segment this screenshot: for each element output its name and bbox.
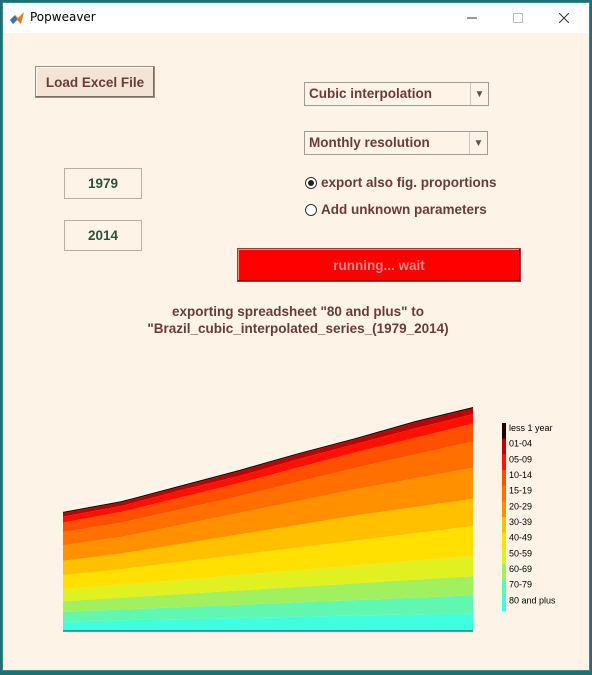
chevron-down-icon[interactable]: ▼	[469, 132, 487, 154]
end-year-field[interactable]: 2014	[64, 220, 142, 251]
legend: less 1 year 01-04 05-09 10-14 15-19 20-29 30-3…	[509, 423, 556, 605]
legend-label: less 1 year	[509, 423, 553, 433]
load-excel-button[interactable]: Load Excel File	[35, 66, 155, 98]
minimize-icon	[467, 17, 477, 19]
minimize-button[interactable]	[449, 3, 495, 33]
area-series-6	[63, 467, 473, 561]
area-series-4	[63, 526, 473, 590]
colorbar-segment	[502, 595, 506, 612]
area-series-8	[63, 423, 473, 533]
status-line-2: "Brazil_cubic_interpolated_series_(1979_…	[147, 321, 449, 336]
colorbar-segment	[502, 501, 506, 518]
start-year-field[interactable]: 1979	[64, 168, 142, 199]
legend-label: 20-29	[509, 501, 532, 511]
legend-label: 70-79	[509, 580, 532, 590]
area-series-2	[63, 576, 473, 612]
area-series-5	[63, 498, 473, 575]
legend-label: 15-19	[509, 486, 532, 496]
legend-label: 60-69	[509, 564, 532, 574]
area-series-7	[63, 441, 473, 546]
colorbar-segment	[502, 579, 506, 596]
resolution-select-value: Monthly resolution	[309, 135, 430, 150]
colorbar-segment	[502, 548, 506, 565]
colorbar-segment	[502, 423, 506, 440]
area-series-0	[63, 613, 473, 631]
legend-label: 80 and plus	[509, 595, 556, 605]
colorbar-segment	[502, 485, 506, 502]
radio-export-proportions-label: export also fig. proportions	[321, 175, 497, 190]
radio-unknown-parameters[interactable]: Add unknown parameters	[305, 202, 487, 217]
maximize-button[interactable]	[495, 3, 541, 33]
status-line-1: exporting spreadsheet "80 and plus" to	[171, 304, 425, 319]
radio-unknown-parameters-label: Add unknown parameters	[321, 202, 487, 217]
area-series-9	[63, 414, 473, 523]
colorbar-segment	[502, 470, 506, 487]
legend-label: 01-04	[509, 439, 532, 449]
title-bar: Popweaver	[3, 3, 589, 33]
area-series-10	[63, 408, 473, 517]
interpolation-select[interactable]: Cubic interpolation ▼	[304, 82, 489, 106]
colorbar-segment	[502, 454, 506, 471]
window-title: Popweaver	[30, 10, 96, 24]
matlab-app-icon	[10, 12, 24, 24]
resolution-select[interactable]: Monthly resolution ▼	[304, 131, 488, 155]
legend-label: 05-09	[509, 454, 532, 464]
chart-areas	[63, 407, 473, 632]
close-icon	[559, 13, 569, 23]
colorbar-segment	[502, 517, 506, 534]
radio-button-icon[interactable]	[305, 176, 317, 189]
area-series-11	[63, 407, 473, 514]
legend-label: 30-39	[509, 517, 532, 527]
radio-button-icon[interactable]	[305, 203, 317, 216]
legend-colorbar	[502, 423, 506, 612]
legend-label: 10-14	[509, 470, 532, 480]
legend-label: 40-49	[509, 533, 532, 543]
colorbar-segment	[502, 532, 506, 549]
legend-label: 50-59	[509, 548, 532, 558]
run-button[interactable]: running... wait	[237, 248, 521, 282]
area-series-1	[63, 595, 473, 622]
main-panel: Load Excel File Cubic interpolation ▼ Mo…	[3, 33, 589, 670]
maximize-icon	[513, 13, 523, 23]
interpolation-select-value: Cubic interpolation	[309, 86, 432, 101]
chevron-down-icon[interactable]: ▼	[470, 83, 488, 105]
radio-export-proportions[interactable]: export also fig. proportions	[305, 175, 497, 190]
area-series-3	[63, 555, 473, 602]
colorbar-segment	[502, 564, 506, 581]
close-button[interactable]	[541, 3, 587, 33]
population-area-chart: less 1 year 01-04 05-09 10-14 15-19 20-29 30-3…	[63, 407, 556, 632]
colorbar-segment	[502, 438, 506, 455]
